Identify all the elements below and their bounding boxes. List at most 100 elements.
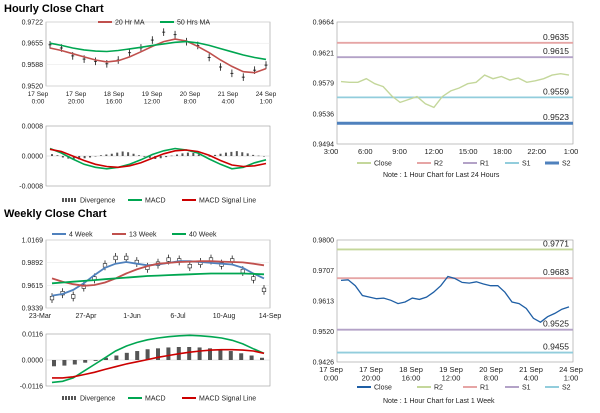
- weekly-price-series-ma13: [51, 260, 265, 287]
- weekly-levels-legend-s2-label: S2: [562, 385, 571, 392]
- weekly-levels-xtick: 12:00: [442, 374, 461, 383]
- hourly-price-xtick: 16:00: [106, 99, 123, 106]
- hourly-price-xtick: 20:00: [68, 99, 85, 106]
- weekly-macd-divergence-bar: [114, 355, 119, 360]
- hourly-levels-xtick: 9:00: [392, 147, 407, 156]
- weekly-price-candle: [187, 264, 192, 269]
- weekly-macd-divergence-bar: [187, 347, 192, 360]
- hourly-levels-chart: 0.9664 0.9621 0.9579 0.9536 0.9494 0.9635 0.96…: [313, 20, 579, 168]
- hourly-price-ytick: 0.9722: [22, 20, 44, 27]
- weekly-price-candle: [261, 287, 267, 292]
- hourly-levels-ytick: 0.9664: [313, 20, 335, 27]
- hourly-levels-xtick: 15:00: [459, 147, 478, 156]
- hourly-section-title: Hourly Close Chart: [4, 3, 104, 15]
- weekly-levels-xtick: 0:00: [324, 374, 339, 383]
- weekly-price-xtick: 23-Mar: [29, 313, 52, 320]
- weekly-levels-legend-close-label: Close: [374, 385, 392, 392]
- hourly-levels-ytick: 0.9536: [313, 111, 335, 118]
- hourly-macd-legend-divergence-swatch: [62, 198, 64, 202]
- weekly-levels-ytick: 0.9426: [313, 360, 335, 367]
- weekly-macd-divergence-bar: [166, 347, 171, 360]
- hourly-macd-legend-divergence-swatch: [74, 198, 76, 202]
- hourly-macd-series-macd: [49, 147, 267, 170]
- hourly-macd-divergence-bar: [56, 155, 59, 156]
- hourly-macd-divergence-bar: [165, 156, 168, 158]
- hourly-levels-level-label-r1: 0.9615: [543, 46, 569, 56]
- weekly-levels-level-label-s2: 0.9455: [543, 342, 569, 352]
- hourly-price-xtick: 17 Sep: [66, 91, 87, 98]
- hourly-price-ytick: 0.9520: [22, 84, 44, 91]
- weekly-levels-xtick: 20 Sep: [479, 365, 503, 374]
- weekly-macd-ytick: 0.0000: [22, 358, 44, 365]
- hourly-price-xtick: 1:00: [260, 99, 273, 106]
- hourly-macd-divergence-bar: [246, 153, 249, 156]
- weekly-macd-legend-divergence-swatch: [71, 396, 73, 400]
- hourly-macd-divergence-bar: [61, 156, 64, 158]
- hourly-macd-divergence-bar: [110, 153, 113, 156]
- weekly-price-ytick: 0.9339: [22, 306, 44, 313]
- weekly-price-candle: [251, 276, 256, 281]
- weekly-price-candle: [166, 257, 171, 262]
- weekly-macd-divergence-bar: [239, 353, 244, 360]
- hourly-macd-divergence-bar: [51, 154, 53, 156]
- hourly-price-xtick: 24 Sep: [256, 91, 277, 98]
- weekly-price-legend-13week-label: 13 Week: [129, 232, 157, 239]
- weekly-macd-legend-macd-label: MACD: [145, 396, 166, 403]
- hourly-macd-divergence-bar: [197, 154, 200, 156]
- hourly-price-plot-area: [45, 21, 271, 87]
- hourly-levels-level-label-r2: 0.9635: [543, 32, 569, 42]
- hourly-macd-divergence-bar: [235, 151, 238, 156]
- weekly-levels-xtick: 19 Sep: [439, 365, 463, 374]
- weekly-price-xtick: 1-Jun: [123, 313, 141, 320]
- hourly-levels-series-close: [340, 72, 570, 109]
- hourly-macd-legend-divergence-label: Divergence: [80, 198, 116, 205]
- weekly-macd-divergence-bar: [62, 360, 67, 366]
- hourly-levels-legend-s2-label: S2: [562, 161, 571, 168]
- weekly-price-xtick: 27-Apr: [75, 313, 97, 320]
- hourly-price-xtick: 4:00: [222, 99, 235, 106]
- hourly-macd-divergence-bar: [99, 155, 102, 156]
- hourly-levels-legend-r2-label: R2: [434, 161, 443, 168]
- hourly-macd-ytick: 0.0008: [22, 124, 44, 131]
- hourly-macd-divergence-bar: [116, 152, 119, 156]
- hourly-macd-divergence-bar: [186, 152, 189, 156]
- hourly-levels-plot-area: [336, 21, 574, 145]
- weekly-macd-chart: 0.0116 0.0000 -0.0116 Divergence MACD MACD Si…: [20, 332, 271, 403]
- hourly-levels-level-label-s1: 0.9559: [543, 86, 569, 96]
- hourly-macd-divergence-bar: [132, 153, 135, 156]
- weekly-macd-divergence-bar: [260, 357, 264, 360]
- weekly-macd-divergence-bar: [52, 360, 56, 367]
- weekly-levels-xtick: 17 Sep: [319, 365, 343, 374]
- weekly-macd-divergence-bar: [145, 349, 150, 360]
- hourly-price-series-ma50: [49, 40, 267, 61]
- weekly-macd-legend-divergence-swatch: [68, 396, 70, 400]
- weekly-macd-legend-divergence-label: Divergence: [80, 396, 116, 403]
- hourly-macd-divergence-bar: [192, 153, 195, 156]
- hourly-macd-divergence-bar: [121, 151, 124, 156]
- hourly-macd-divergence-bar: [170, 155, 173, 157]
- hourly-price-xtick: 17 Sep: [28, 91, 49, 98]
- hourly-macd-divergence-bar: [257, 155, 260, 157]
- weekly-levels-xtick: 16:00: [402, 374, 421, 383]
- hourly-price-xtick: 19 Sep: [142, 91, 163, 98]
- weekly-price-candle: [124, 255, 129, 261]
- weekly-price-series-ma40: [51, 272, 265, 285]
- weekly-levels-xtick: 24 Sep: [559, 365, 583, 374]
- hourly-macd-divergence-bar: [230, 151, 233, 156]
- hourly-macd-divergence-bar: [214, 154, 217, 156]
- weekly-price-xtick: 10-Aug: [213, 313, 236, 320]
- weekly-macd-divergence-bar: [249, 355, 254, 360]
- weekly-macd-divergence-bar: [124, 352, 129, 360]
- hourly-macd-legend-divergence-swatch: [71, 198, 73, 202]
- weekly-levels-level-label-r1: 0.9683: [543, 267, 569, 277]
- weekly-price-legend-4week-label: 4 Week: [69, 232, 93, 239]
- hourly-macd-legend-macd-label: MACD: [145, 198, 166, 205]
- hourly-macd-divergence-bar: [78, 156, 81, 160]
- weekly-macd-legend-signal-label: MACD Signal Line: [199, 396, 256, 403]
- hourly-macd-divergence-bar: [83, 156, 86, 159]
- hourly-macd-chart: 0.0008 0.0000 -0.0008 Divergence MACD MACD Si…: [19, 124, 271, 205]
- hourly-price-ytick: 0.9588: [22, 62, 44, 69]
- hourly-macd-divergence-bar: [89, 156, 92, 158]
